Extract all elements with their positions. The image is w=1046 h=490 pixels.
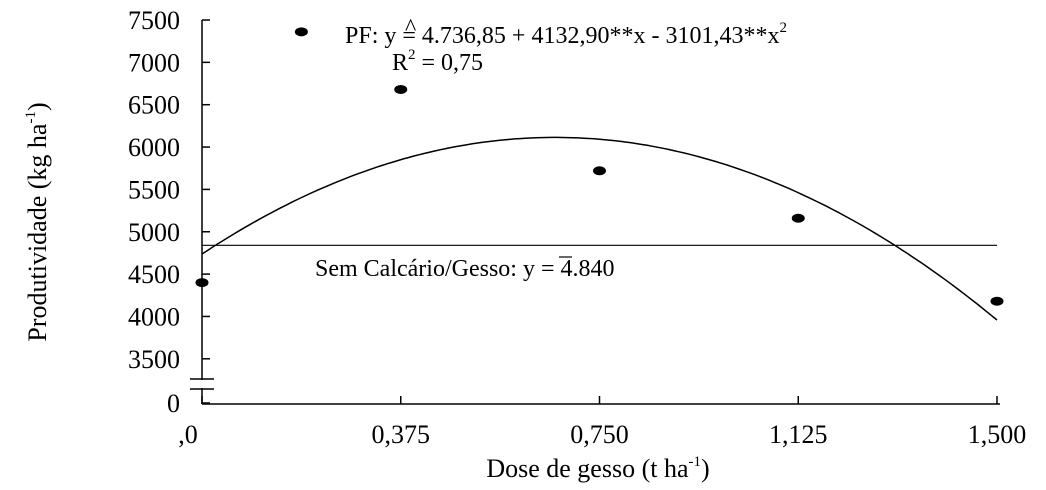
- r-squared-value: = 0,75: [416, 50, 484, 76]
- y-axis-title-main: Produtividade (kg ha: [23, 123, 52, 342]
- axes: [190, 20, 1000, 405]
- x-tick-label: 1,500: [968, 420, 1027, 449]
- x-tick-label: ,0: [178, 420, 198, 449]
- y-tick-label: 7000: [128, 48, 180, 77]
- x-axis-title-close: ): [701, 454, 710, 483]
- y-axis-title: Produtividade (kg ha-1): [23, 102, 52, 341]
- fit-equation: PF: y = 4.736,85 + 4132,90**x - 3101,43*…: [345, 20, 787, 49]
- data-point: [294, 27, 308, 37]
- r-squared: R2 = 0,75: [392, 47, 483, 76]
- y-tick-label: 5500: [128, 175, 180, 204]
- x-axis-title: Dose de gesso (t ha-1): [486, 454, 709, 483]
- y-tick-label: 7500: [128, 6, 180, 35]
- fit-equation-yhat: y: [384, 23, 396, 49]
- data-point: [593, 166, 606, 176]
- baseline-label-suffix: = 4.840: [535, 256, 615, 282]
- fit-equation-exponent: 2: [779, 20, 787, 36]
- y-tick-label: 3500: [128, 345, 180, 374]
- fit-equation-body: = 4.736,85 + 4132,90**x - 3101,43**x: [396, 23, 779, 49]
- y-tick-label: 6500: [128, 91, 180, 120]
- fit-equation-prefix: PF:: [345, 23, 384, 49]
- y-ticks: 0 3500 4000 4500 5000 5500 6000 6500 7000 7500: [128, 6, 210, 418]
- x-axis-title-main: Dose de gesso (t ha: [486, 454, 689, 483]
- baseline-label-prefix: Sem Calcário/Gesso:: [315, 256, 523, 282]
- data-point: [791, 213, 805, 223]
- r-squared-r: R: [392, 50, 408, 76]
- r-squared-exponent: 2: [408, 47, 416, 63]
- x-ticks: ,0 0,375 0,750 1,125 1,500: [178, 396, 1026, 449]
- x-tick-label: 0,750: [570, 420, 629, 449]
- y-tick-label: 4500: [128, 260, 180, 289]
- y-tick-label: 5000: [128, 218, 180, 247]
- y-axis-title-sup: -1: [23, 111, 39, 124]
- baseline-label: Sem Calcário/Gesso: y = 4.840: [315, 256, 615, 282]
- fit-curve: [201, 136, 998, 321]
- data-points: [195, 27, 1004, 306]
- y-tick-label: 4000: [128, 302, 180, 331]
- x-axis-title-sup: -1: [689, 454, 702, 470]
- x-tick-label: 0,375: [372, 420, 431, 449]
- data-point: [195, 278, 209, 288]
- x-tick-label: 1,125: [769, 420, 828, 449]
- data-point: [394, 84, 408, 94]
- baseline-label-ybar: y: [523, 256, 535, 282]
- fit-equation-hat: ^: [405, 15, 416, 41]
- y-axis-title-close: ): [23, 102, 52, 111]
- data-point: [990, 296, 1004, 306]
- y-tick-label: 6000: [128, 133, 180, 162]
- y-tick-label: 0: [167, 389, 180, 418]
